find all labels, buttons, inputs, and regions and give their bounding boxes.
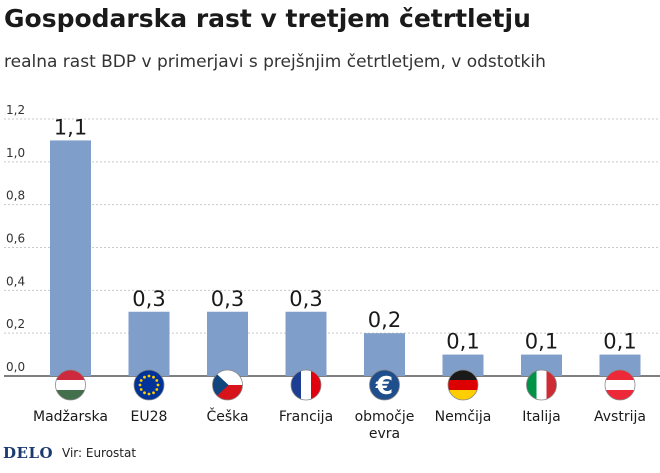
bar (599, 354, 641, 376)
chart-title: Gospodarska rast v tretjem četrtletju (4, 4, 531, 33)
svg-text:€: € (375, 371, 393, 400)
y-tick-label: 1,2 (6, 103, 25, 117)
value-label: 0,1 (603, 330, 636, 354)
value-label: 0,1 (446, 330, 479, 354)
bar (50, 140, 91, 376)
bar (442, 354, 484, 376)
chart-subtitle: realna rast BDP v primerjavi s prejšnjim… (4, 52, 546, 72)
category-label: Nemčija (435, 409, 492, 425)
category-label: Madžarska (33, 409, 108, 425)
category-label: EU28 (131, 409, 168, 425)
flag-eu-icon (133, 369, 165, 401)
source-note: Vir: Eurostat (62, 446, 137, 460)
value-label: 0,3 (132, 287, 165, 311)
category-label: Francija (279, 409, 333, 425)
value-label: 0,1 (525, 330, 558, 354)
value-labels: 1,1 0,3 0,3 0,3 0,2 0,1 0,1 0,1 (54, 115, 637, 353)
category-labels: Madžarska EU28 Češka Francija območje evra Nem… (33, 407, 646, 440)
flag-italy-icon (526, 369, 557, 401)
value-label: 0,2 (368, 308, 401, 332)
flag-germany-icon (447, 369, 479, 401)
flags: € (55, 369, 636, 401)
bar (128, 311, 170, 376)
grid-lines: 0,0 0,2 0,4 0,6 0,8 1,0 1,2 (4, 103, 660, 377)
value-label: 0,3 (211, 287, 244, 311)
flag-france-icon (290, 369, 322, 401)
bar (364, 333, 405, 376)
bars (50, 140, 641, 376)
flag-czech-icon (212, 369, 243, 401)
category-label: Avstrija (594, 409, 646, 425)
bar (285, 311, 327, 376)
category-label: območje evra (355, 409, 415, 440)
y-tick-label: 0,8 (6, 189, 25, 203)
category-label: Češka (206, 407, 248, 425)
category-label: Italija (522, 409, 560, 425)
delo-logo: DELO (3, 444, 54, 462)
flag-hungary-icon (55, 369, 86, 401)
value-label: 1,1 (54, 115, 87, 139)
footer: DELO Vir: Eurostat (0, 443, 660, 465)
value-label: 0,3 (289, 287, 322, 311)
euro-symbol-icon: € (369, 369, 400, 401)
bar (521, 354, 562, 376)
y-tick-label: 0,0 (6, 360, 25, 374)
flag-austria-icon (604, 369, 636, 401)
y-tick-label: 0,6 (6, 232, 25, 246)
bar-chart: 0,0 0,2 0,4 0,6 0,8 1,0 1,2 1,1 0,3 0,3 0,3 0,2 0,1… (4, 103, 660, 440)
bar (207, 311, 248, 376)
y-tick-label: 0,4 (6, 274, 25, 288)
y-tick-label: 1,0 (6, 146, 25, 160)
y-tick-label: 0,2 (6, 317, 25, 331)
